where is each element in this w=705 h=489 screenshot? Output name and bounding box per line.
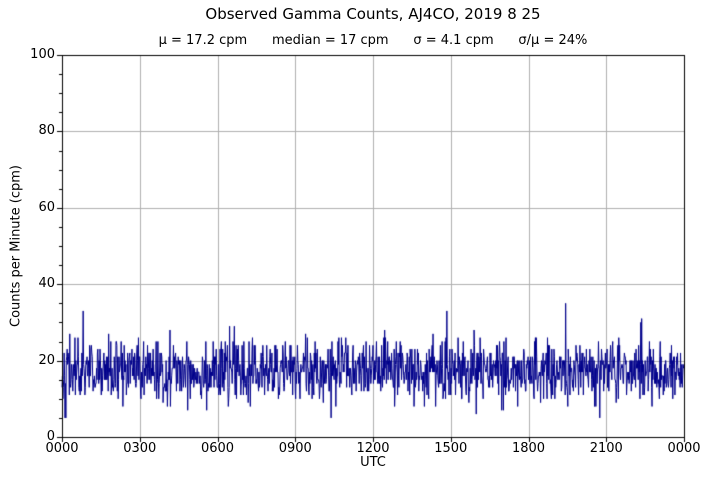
y-tick-label: 40 [38,276,55,292]
x-tick-label: 1500 [434,441,468,456]
x-axis-label: UTC [360,455,386,470]
x-tick-label: 1200 [356,441,390,456]
y-axis-label: Counts per Minute (cpm) [8,165,24,327]
chart-title: Observed Gamma Counts, AJ4CO, 2019 8 25 [205,5,541,23]
x-tick-label: 0300 [123,441,157,456]
x-tick-label: 0000 [45,441,79,456]
x-tick-label: 0000 [667,441,701,456]
y-tick-label: 80 [38,123,55,139]
x-tick-label: 0900 [278,441,312,456]
y-tick-label: 0 [46,429,55,444]
x-tick-label: 1800 [511,441,546,456]
x-tick-label: 0600 [200,441,235,456]
y-tick-label: 20 [38,352,55,368]
y-tick-label: 60 [38,199,55,215]
chart-stats-line: μ = 17.2 cpm median = 17 cpm σ = 4.1 cpm… [158,33,588,48]
x-tick-label: 2100 [589,441,623,456]
y-tick-label: 100 [30,47,55,62]
